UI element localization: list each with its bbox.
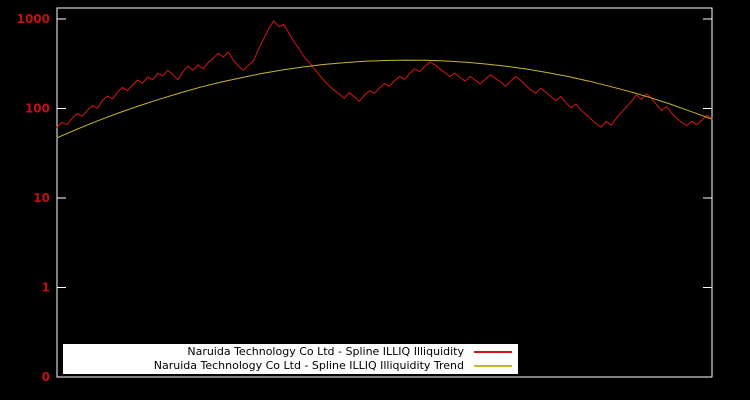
legend: Naruida Technology Co Ltd - Spline ILLIQ…	[63, 344, 518, 374]
y-tick-label: 10	[33, 191, 50, 205]
legend-label-trend: Naruida Technology Co Ltd - Spline ILLIQ…	[153, 359, 464, 372]
y-tick-label: 1	[42, 280, 50, 294]
illiquidity-series-line	[56, 20, 713, 128]
legend-item-trend: Naruida Technology Co Ltd - Spline ILLIQ…	[69, 359, 512, 373]
y-tick-label: 100	[25, 101, 50, 115]
legend-line-sample-trend	[474, 365, 512, 367]
legend-line-sample-illiquidity	[474, 351, 512, 353]
legend-label-illiquidity: Naruida Technology Co Ltd - Spline ILLIQ…	[187, 345, 464, 358]
legend-item-illiquidity: Naruida Technology Co Ltd - Spline ILLIQ…	[69, 345, 512, 359]
plot-border	[56, 7, 713, 378]
y-tick-label: 0	[42, 370, 50, 384]
trend-series-line	[56, 59, 713, 139]
y-tick-label: 1000	[17, 12, 50, 26]
